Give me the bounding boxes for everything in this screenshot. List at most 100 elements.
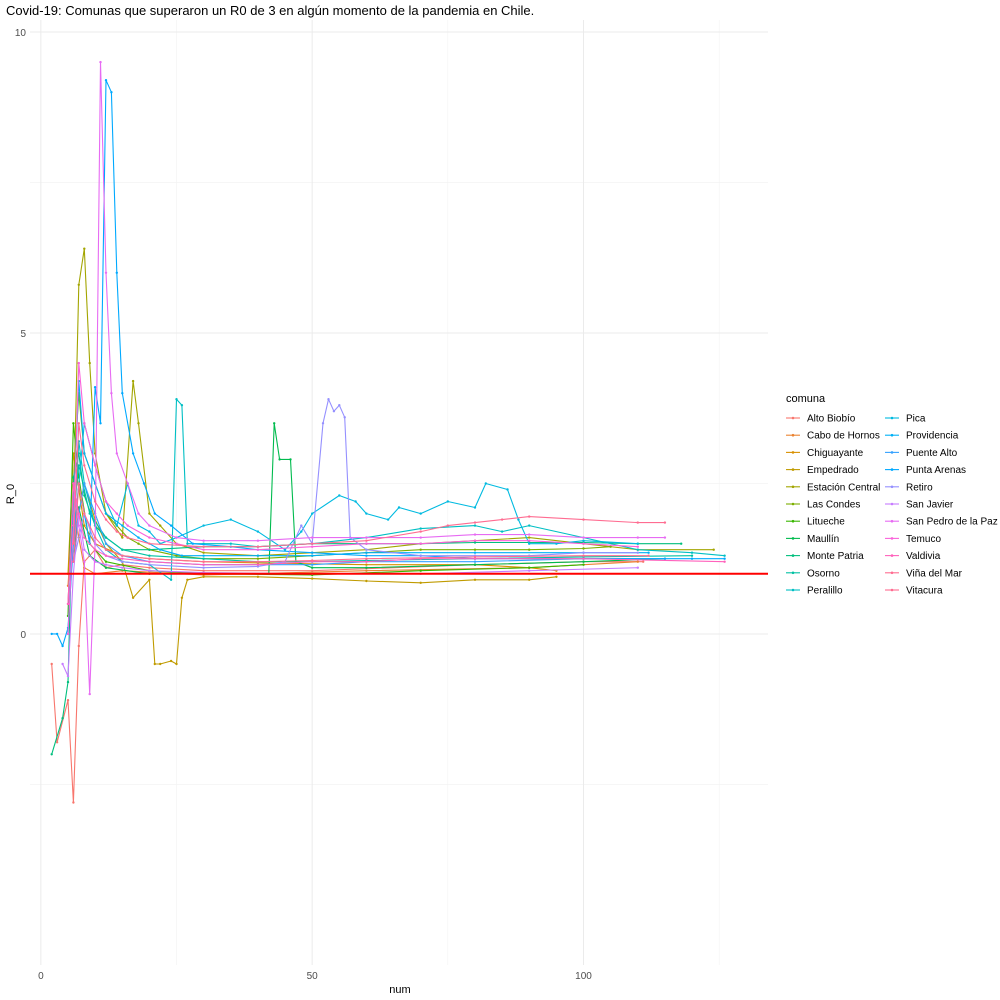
y-tick-label: 0 <box>20 630 26 641</box>
data-point <box>256 554 260 557</box>
data-point <box>202 548 205 551</box>
data-point <box>642 560 645 563</box>
data-point <box>66 699 70 702</box>
data-point <box>115 524 119 527</box>
data-point <box>83 524 86 527</box>
series-line <box>72 422 665 575</box>
data-point <box>175 398 178 401</box>
legend-label: Peralillo <box>807 586 843 597</box>
data-point <box>55 632 59 636</box>
data-point <box>473 548 477 551</box>
data-point <box>636 560 639 563</box>
legend-key-point <box>890 485 894 489</box>
data-point <box>115 512 119 515</box>
legend-key-point <box>791 433 795 437</box>
data-point <box>104 542 108 545</box>
legend: comuna Alto Biobío Cabo de Hornos Chiguaya… <box>786 393 998 597</box>
data-point <box>256 560 260 563</box>
data-point <box>83 464 86 467</box>
data-point <box>528 524 531 527</box>
legend-key-point <box>890 571 894 575</box>
data-point <box>473 506 477 509</box>
x-tick-label: 100 <box>575 971 592 982</box>
data-point <box>202 560 205 563</box>
data-point <box>115 452 119 455</box>
data-point <box>126 524 129 527</box>
data-point <box>582 557 585 560</box>
data-point <box>121 566 124 569</box>
data-point <box>169 659 173 663</box>
data-point <box>419 542 422 545</box>
data-point <box>61 717 64 720</box>
data-point <box>50 632 53 636</box>
data-point <box>582 547 585 550</box>
data-point <box>528 578 531 581</box>
data-point <box>83 494 86 497</box>
data-point <box>148 554 151 557</box>
data-point <box>186 578 189 581</box>
data-point <box>99 422 102 425</box>
data-point <box>180 596 184 599</box>
legend-key-point <box>791 502 795 506</box>
data-point <box>148 542 151 545</box>
data-point <box>93 548 97 551</box>
data-point <box>311 545 314 548</box>
data-point <box>72 482 75 485</box>
data-point <box>311 542 314 545</box>
legend-label: Maullín <box>807 534 839 545</box>
data-point <box>365 512 368 515</box>
data-point <box>66 632 70 636</box>
data-point <box>93 464 97 467</box>
data-point <box>528 569 531 572</box>
data-point <box>582 551 585 554</box>
data-point <box>104 566 108 569</box>
data-point <box>121 560 124 563</box>
data-point <box>115 271 119 274</box>
data-point <box>180 404 184 407</box>
data-point <box>159 548 162 551</box>
data-point <box>66 602 70 606</box>
data-point <box>723 560 726 563</box>
data-point <box>77 512 81 515</box>
data-point <box>137 542 140 545</box>
data-point <box>202 551 205 554</box>
data-point <box>528 542 531 545</box>
legend-key-point <box>890 554 894 557</box>
data-point <box>83 452 86 455</box>
y-axis-title: R_0 <box>5 484 17 504</box>
legend-key-point <box>791 588 795 592</box>
data-point <box>690 554 694 557</box>
data-point <box>500 518 504 521</box>
data-point <box>175 542 178 545</box>
data-point <box>300 530 303 533</box>
data-point <box>365 536 368 539</box>
data-point <box>121 392 124 395</box>
data-point <box>473 541 477 544</box>
data-point <box>93 386 97 389</box>
data-point <box>93 500 97 503</box>
data-point <box>419 554 422 557</box>
data-point <box>311 559 314 562</box>
data-point <box>528 539 531 542</box>
data-point <box>104 536 108 539</box>
data-point <box>500 530 504 533</box>
data-point <box>311 566 314 569</box>
data-point <box>528 536 531 539</box>
data-point <box>343 416 346 419</box>
legend-label: Monte Patria <box>807 551 864 562</box>
data-point <box>202 566 205 569</box>
data-point <box>636 542 639 545</box>
data-point <box>473 557 477 560</box>
data-point <box>126 482 129 485</box>
data-point <box>61 662 64 666</box>
data-point <box>83 536 86 539</box>
data-point <box>256 539 260 542</box>
data-point <box>555 542 558 545</box>
data-point <box>365 566 368 569</box>
legend-key-point <box>890 451 894 454</box>
legend-key-point <box>791 416 795 420</box>
data-point <box>354 500 357 503</box>
legend-label: Pica <box>906 414 926 425</box>
data-point <box>83 560 86 563</box>
data-point <box>365 557 368 560</box>
